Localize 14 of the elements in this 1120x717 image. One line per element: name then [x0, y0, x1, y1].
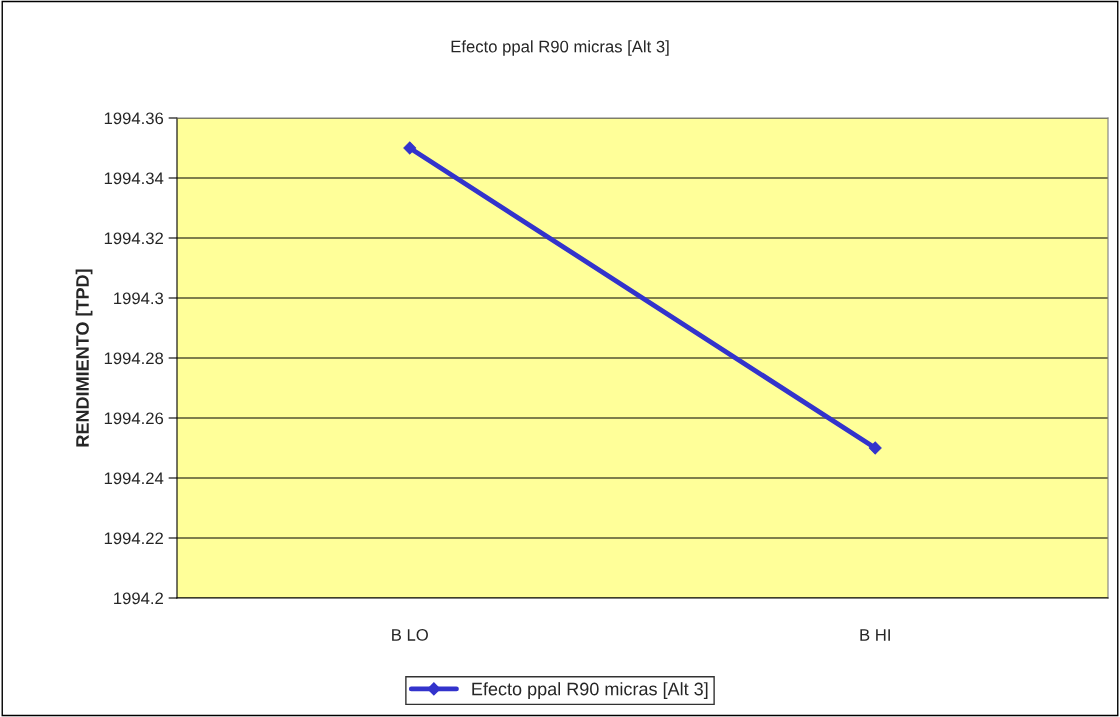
y-tick-label: 1994.26 — [104, 412, 164, 425]
y-tick-label: 1994.3 — [114, 292, 164, 305]
y-tick-label: 1994.34 — [104, 172, 164, 185]
x-tick-label: B HI — [860, 629, 890, 641]
chart-title: Efecto ppal R90 micras [Alt 3] — [451, 40, 669, 56]
legend-label: Efecto ppal R90 micras [Alt 3] — [472, 682, 708, 699]
y-tick-label: 1994.36 — [104, 112, 164, 125]
y-tick-label: 1994.32 — [104, 232, 163, 245]
y-tick-label: 1994.22 — [104, 532, 163, 545]
y-tick-label: 1994.28 — [104, 352, 164, 365]
y-tick-label: 1994.24 — [104, 472, 164, 485]
y-axis-title: RENDIMIENTO [TPD] — [75, 269, 93, 447]
y-tick-label: 1994.2 — [114, 592, 163, 605]
x-tick-label: B LO — [392, 629, 428, 641]
